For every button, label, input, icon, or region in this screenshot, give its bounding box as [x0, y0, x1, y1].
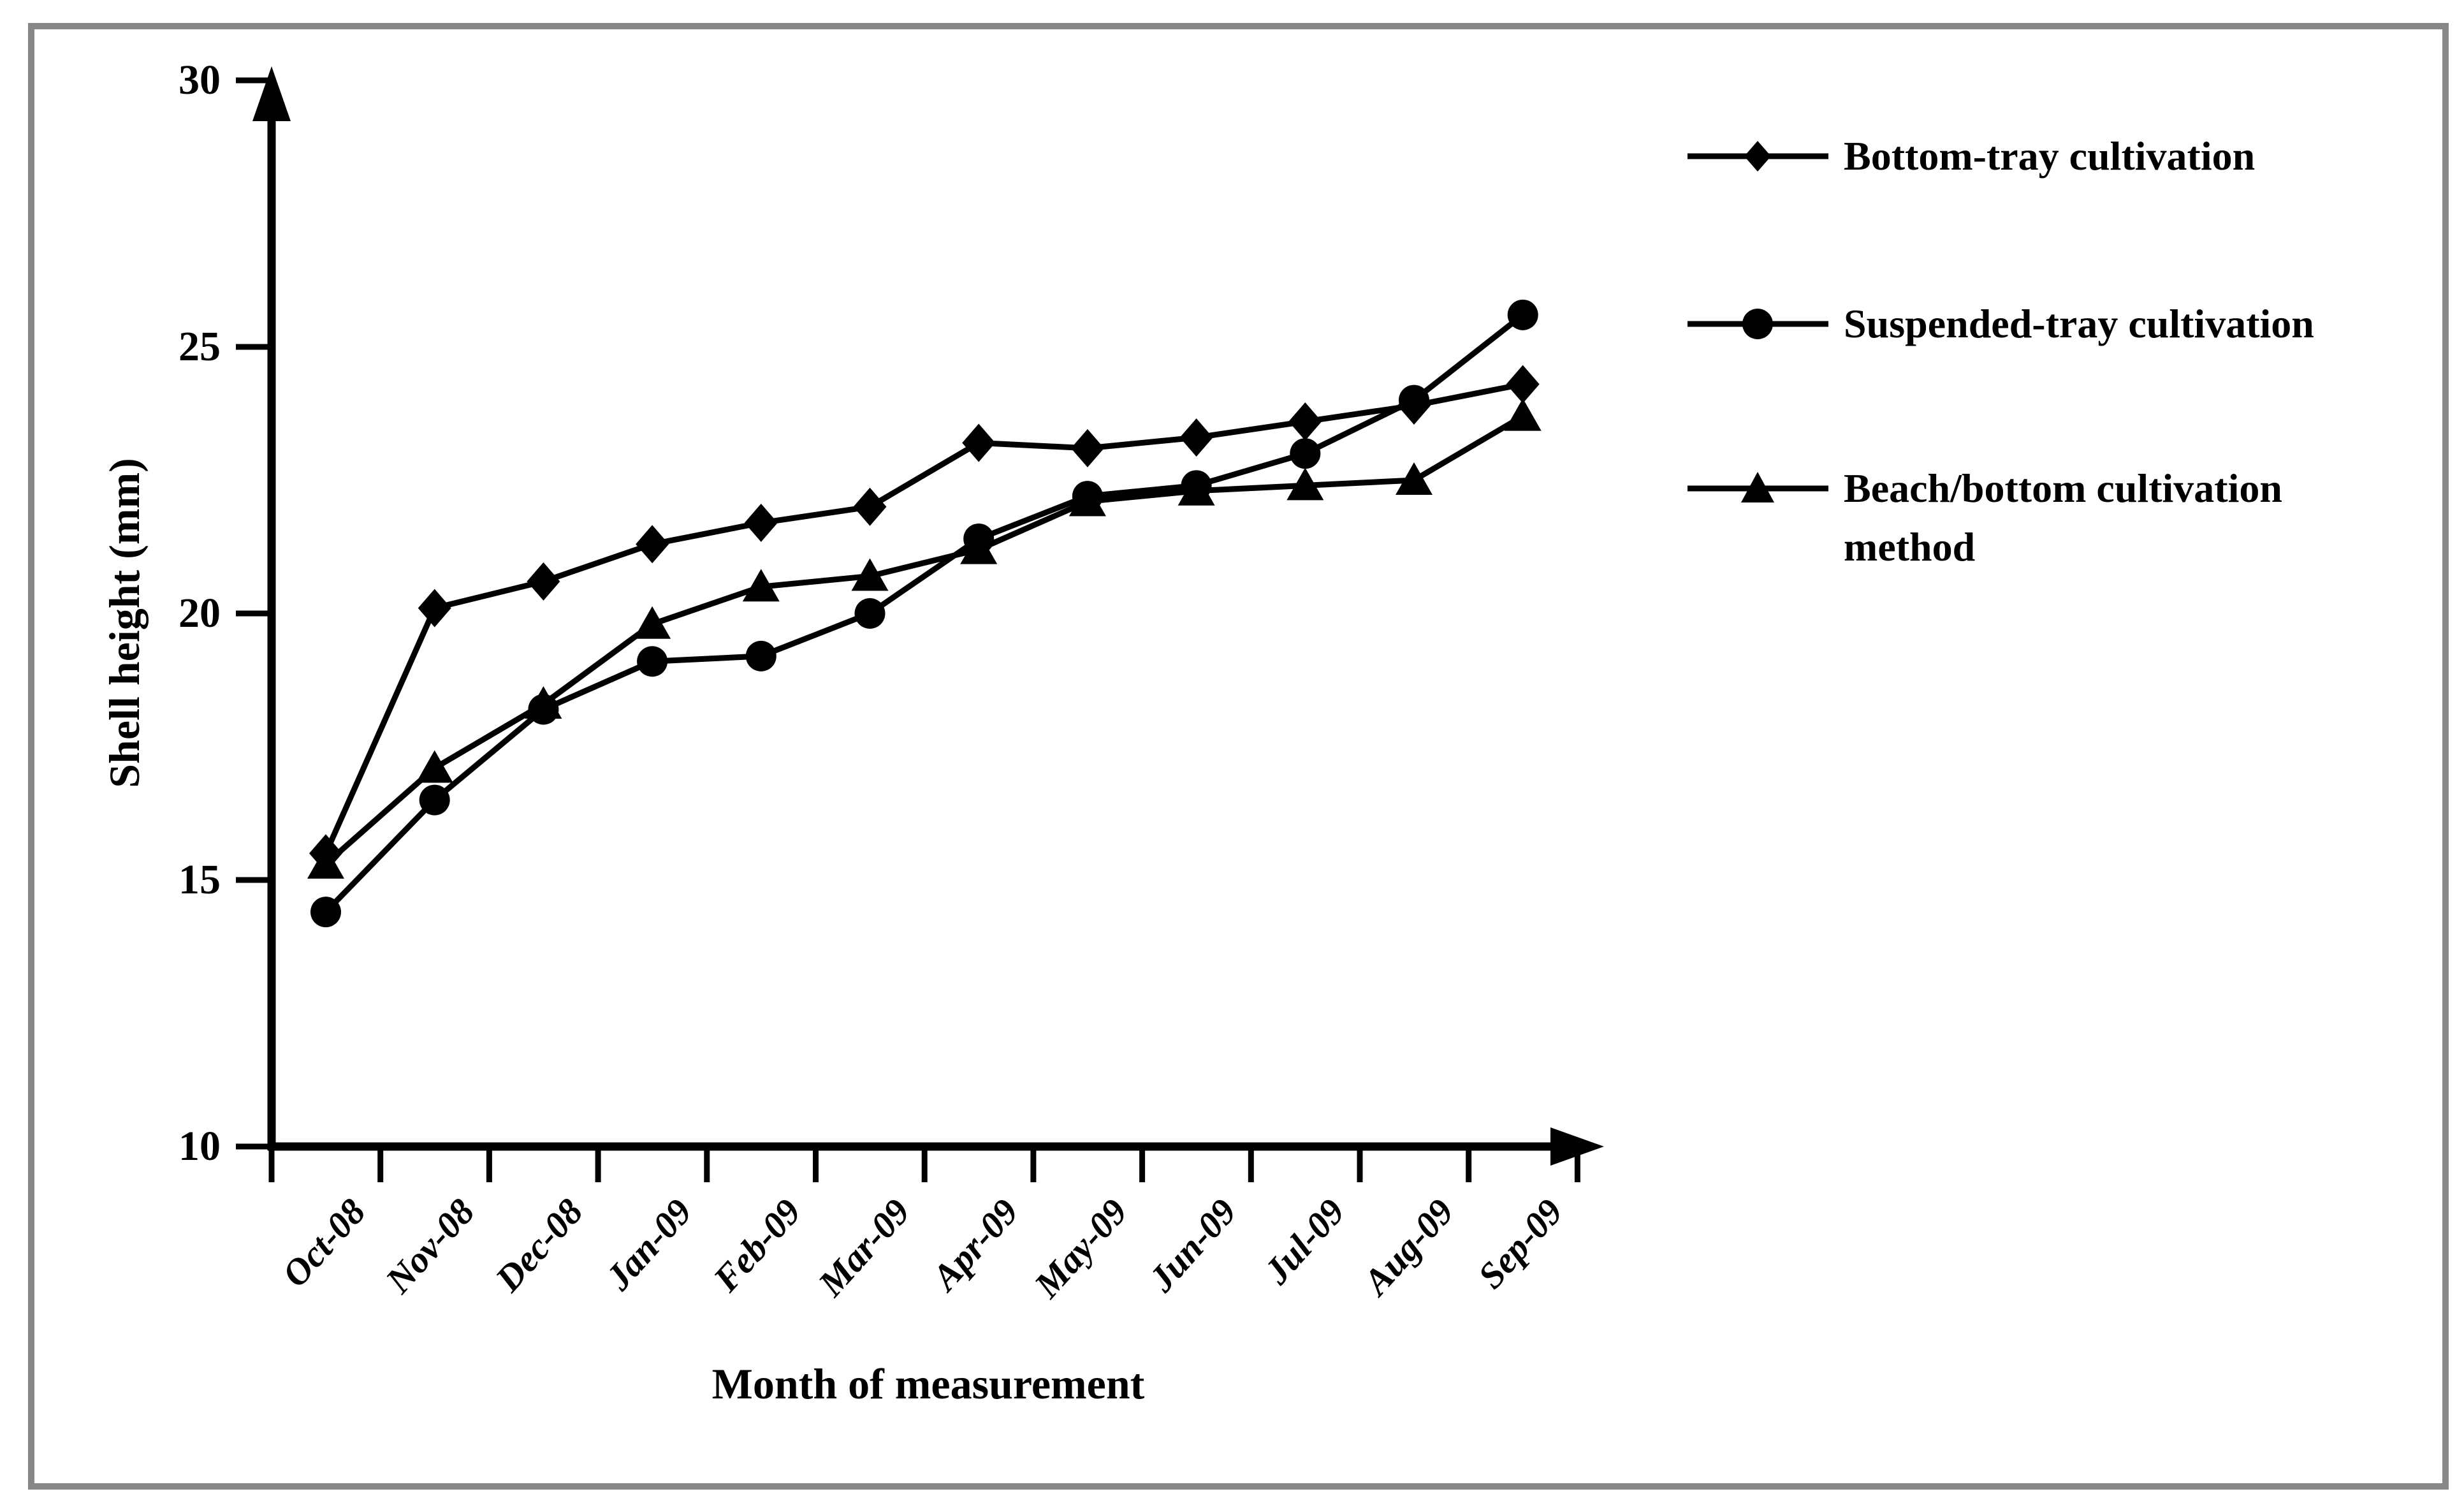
data-point-diamond-icon — [744, 503, 778, 542]
data-point-diamond-icon — [962, 423, 996, 462]
legend-triangle-icon — [1741, 472, 1774, 502]
data-point-diamond-icon — [418, 589, 451, 627]
data-point-triangle-icon — [1504, 398, 1542, 431]
data-point-triangle-icon — [742, 569, 780, 602]
series-layer — [307, 299, 1542, 928]
legend-label: Bottom-tray cultivation — [1844, 133, 2256, 179]
axes-layer — [236, 66, 1604, 1182]
data-point-triangle-icon — [1396, 462, 1432, 495]
triangle-marker-icon — [1688, 472, 1828, 502]
data-point-circle-icon — [854, 598, 886, 629]
y-tick-label: 10 — [179, 1123, 221, 1169]
data-point-triangle-icon — [1068, 483, 1106, 517]
data-point-triangle-icon — [960, 531, 998, 564]
series-circle — [310, 299, 1538, 928]
series-triangle — [307, 398, 1542, 879]
data-point-circle-icon — [1290, 438, 1321, 469]
data-point-diamond-icon — [527, 562, 560, 601]
diamond-marker-icon — [1688, 141, 1828, 172]
data-point-circle-icon — [419, 784, 450, 816]
data-point-diamond-icon — [853, 487, 887, 526]
legend-circle-icon — [1742, 309, 1773, 339]
data-point-circle-icon — [637, 646, 668, 677]
y-tick-label: 25 — [179, 323, 221, 370]
data-point-diamond-icon — [1506, 365, 1540, 404]
data-point-triangle-icon — [634, 606, 671, 639]
y-axis-title: Shell height (mm) — [100, 458, 149, 788]
data-point-circle-icon — [745, 640, 776, 671]
y-tick-label: 20 — [179, 590, 221, 636]
data-point-diamond-icon — [1179, 418, 1213, 457]
legend-label: Beach/bottom cultivation method — [1844, 465, 2282, 569]
data-point-circle-icon — [310, 897, 341, 928]
legend-label: Suspended-tray cultivation — [1844, 301, 2314, 346]
data-point-diamond-icon — [1070, 429, 1104, 467]
series-diamond — [309, 365, 1540, 873]
data-point-triangle-icon — [307, 846, 344, 879]
y-tick-label: 15 — [179, 856, 221, 903]
data-point-triangle-icon — [525, 686, 562, 719]
data-point-triangle-icon — [1287, 467, 1324, 501]
data-point-triangle-icon — [851, 558, 889, 591]
series-line — [323, 381, 1524, 855]
data-point-circle-icon — [1507, 299, 1538, 330]
y-axis-arrow-icon — [252, 66, 291, 121]
x-axis-title: Month of measurement — [711, 1360, 1145, 1408]
y-tick-label: 30 — [179, 57, 221, 103]
legend-entry-beach-bottom: Beach/bottom cultivation method — [1686, 459, 2424, 576]
data-point-triangle-icon — [1177, 473, 1215, 506]
legend-entry-suspended-tray: Suspended-tray cultivation — [1686, 295, 2314, 353]
series-line — [323, 312, 1525, 914]
circle-marker-icon — [1688, 309, 1828, 339]
data-point-diamond-icon — [636, 525, 669, 564]
series-line — [324, 413, 1524, 867]
data-point-diamond-icon — [1288, 402, 1322, 441]
data-point-circle-icon — [1399, 385, 1429, 416]
data-point-triangle-icon — [416, 750, 453, 783]
legend-diamond-icon — [1744, 141, 1771, 172]
legend-entry-bottom-tray: Bottom-tray cultivation — [1686, 127, 2255, 186]
